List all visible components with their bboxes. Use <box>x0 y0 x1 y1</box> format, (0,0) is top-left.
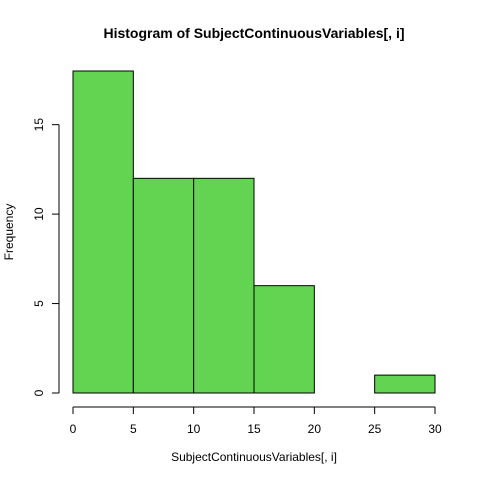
x-tick-label: 30 <box>428 422 442 436</box>
histogram-bar-3 <box>253 285 315 394</box>
x-tick-label: 5 <box>130 422 137 436</box>
y-tick-label: 0 <box>32 389 46 396</box>
y-axis: 0 5 10 15 <box>32 118 60 396</box>
y-axis-label: Frequency <box>2 204 16 261</box>
bars-group <box>72 70 436 394</box>
x-tick-label: 0 <box>70 422 77 436</box>
histogram-bar-5 <box>374 374 436 394</box>
y-tick-label: 15 <box>32 118 46 132</box>
y-tick-label: 5 <box>32 300 46 307</box>
histogram-bar-0 <box>72 70 134 394</box>
x-axis: 0 5 10 15 20 25 30 <box>70 406 442 436</box>
x-tick-label: 25 <box>368 422 382 436</box>
x-tick-label: 10 <box>187 422 201 436</box>
x-tick-label: 20 <box>308 422 322 436</box>
histogram-bar-2 <box>193 177 255 394</box>
histogram-bar-1 <box>132 177 195 394</box>
x-tick-label: 15 <box>247 422 261 436</box>
x-axis-label: SubjectContinuousVariables[, i] <box>171 450 337 464</box>
chart-title: Histogram of SubjectContinuousVariables[… <box>103 25 404 41</box>
y-tick-label: 10 <box>32 207 46 221</box>
